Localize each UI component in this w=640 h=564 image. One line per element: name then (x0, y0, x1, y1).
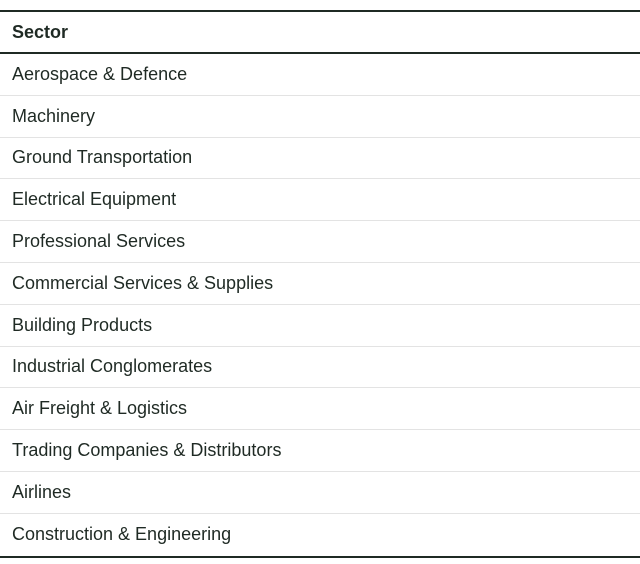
table-row: Air Freight & Logistics (0, 388, 640, 431)
sector-cell: Electrical Equipment (12, 189, 177, 210)
sector-cell: Professional Services (12, 231, 186, 252)
table-row: Aerospace & Defence (0, 54, 640, 96)
sector-cell: Building Products (12, 314, 153, 335)
sector-cell: Airlines (12, 481, 72, 502)
sector-cell: Ground Transportation (12, 147, 193, 168)
table-row: Commercial Services & Supplies (0, 263, 640, 305)
table-row: Airlines (0, 472, 640, 514)
column-header-sector: Sector (12, 21, 69, 42)
table-header: Sector (0, 12, 640, 54)
table-row: Trading Companies & Distributors (0, 430, 640, 472)
table-row: Machinery (0, 96, 640, 138)
table-row: Construction & Engineering (0, 514, 640, 556)
sector-cell: Aerospace & Defence (12, 63, 188, 84)
table-row: Industrial Conglomerates (0, 347, 640, 389)
sector-table: Sector Aerospace & Defence Machinery Gro… (0, 10, 640, 558)
sector-cell: Commercial Services & Supplies (12, 272, 274, 293)
table-row: Building Products (0, 305, 640, 347)
table-row: Professional Services (0, 221, 640, 263)
sector-cell: Air Freight & Logistics (12, 398, 188, 419)
sector-cell: Trading Companies & Distributors (12, 440, 282, 461)
sector-cell: Industrial Conglomerates (12, 356, 213, 377)
table-row: Ground Transportation (0, 138, 640, 180)
sector-cell: Machinery (12, 105, 96, 126)
sector-cell: Construction & Engineering (12, 524, 232, 545)
table-row: Electrical Equipment (0, 179, 640, 222)
